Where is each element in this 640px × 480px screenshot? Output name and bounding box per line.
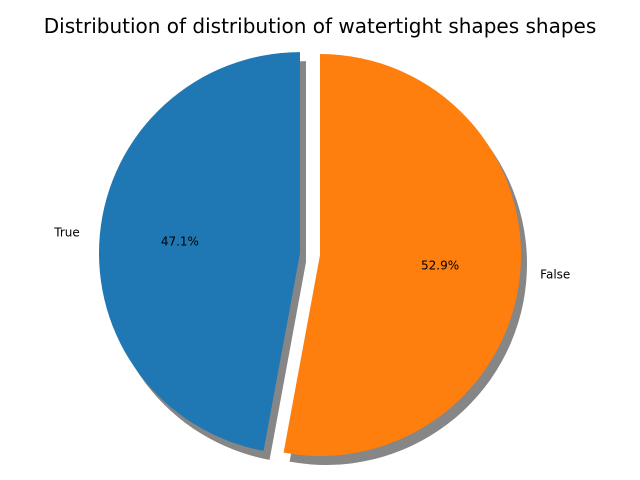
slice-percent-label-true: 47.1% xyxy=(161,235,199,249)
slice-label-false: False xyxy=(540,268,570,282)
chart-title: Distribution of distribution of watertig… xyxy=(44,14,597,38)
slice-percent-label-false: 52.9% xyxy=(421,258,459,272)
pie-slice-false xyxy=(283,54,522,456)
slice-label-true: True xyxy=(53,226,80,240)
pie-slice-true xyxy=(98,52,300,451)
pie-label-layer: True 47.1% False 52.9% xyxy=(53,226,570,282)
pie-slice-layer xyxy=(98,52,522,456)
